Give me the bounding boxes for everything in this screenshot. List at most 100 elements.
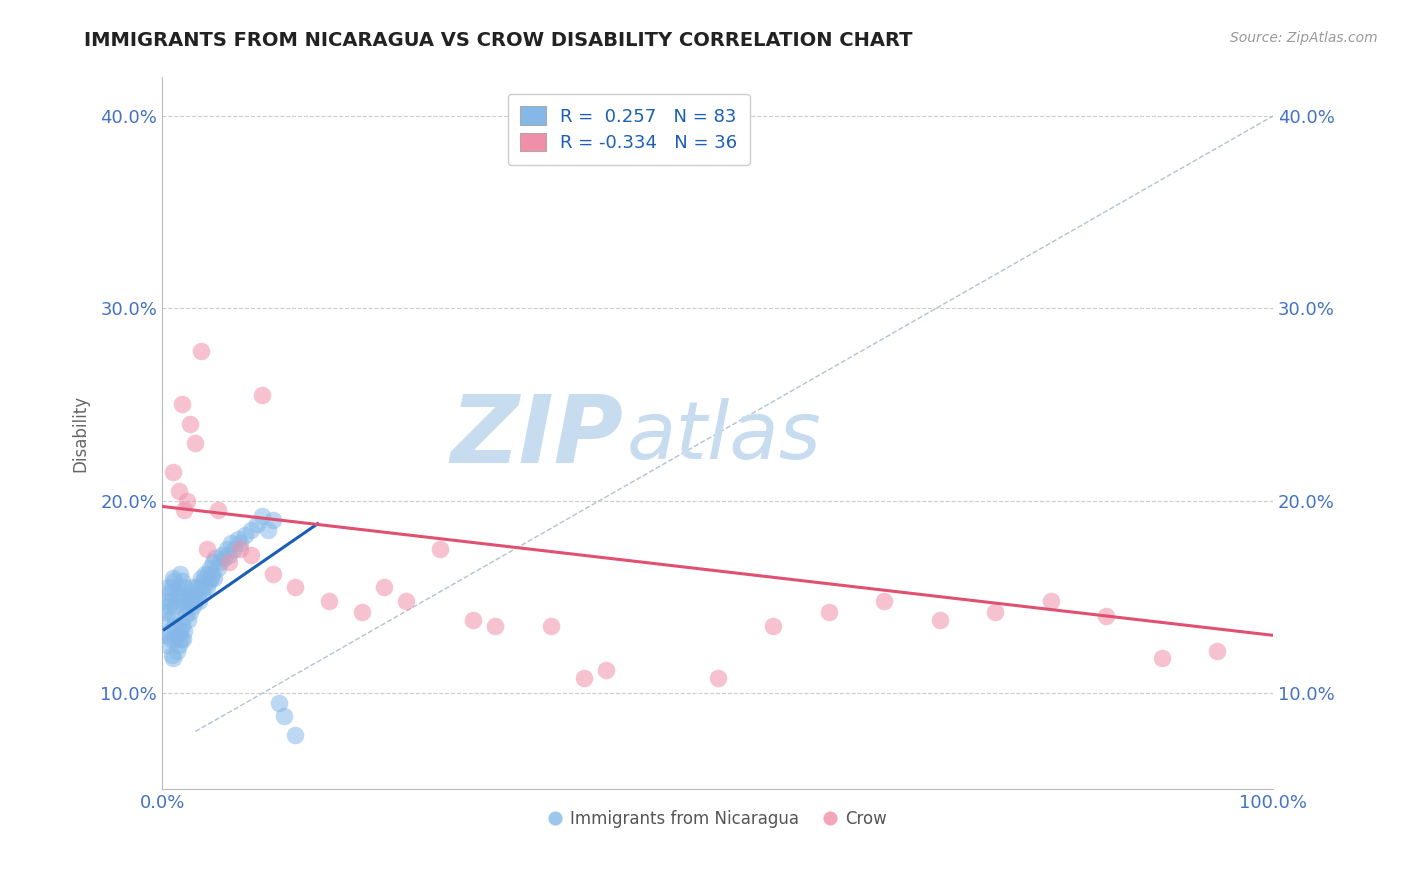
Point bbox=[179, 417, 201, 431]
Point bbox=[160, 580, 183, 594]
Point bbox=[176, 493, 198, 508]
Point bbox=[172, 632, 194, 647]
Point bbox=[165, 599, 187, 614]
Point bbox=[162, 571, 184, 585]
Point bbox=[176, 599, 198, 614]
Point bbox=[159, 586, 181, 600]
Point bbox=[172, 397, 194, 411]
Point bbox=[170, 590, 193, 604]
Point bbox=[195, 580, 218, 594]
Point bbox=[156, 580, 179, 594]
Point bbox=[463, 613, 485, 627]
Point bbox=[162, 465, 184, 479]
Point bbox=[167, 638, 190, 652]
Point bbox=[1206, 643, 1229, 657]
Point bbox=[373, 580, 395, 594]
Point bbox=[262, 566, 284, 581]
Point bbox=[208, 555, 231, 569]
Point bbox=[318, 593, 340, 607]
Point bbox=[595, 663, 617, 677]
Point bbox=[200, 571, 222, 585]
Point bbox=[429, 541, 451, 556]
Text: Source: ZipAtlas.com: Source: ZipAtlas.com bbox=[1230, 31, 1378, 45]
Point bbox=[173, 503, 195, 517]
Point bbox=[187, 593, 209, 607]
Point bbox=[250, 509, 273, 524]
Point bbox=[762, 618, 785, 632]
Point bbox=[202, 571, 225, 585]
Point bbox=[153, 605, 176, 619]
Point bbox=[180, 593, 202, 607]
Point bbox=[177, 590, 200, 604]
Point bbox=[484, 618, 506, 632]
Point bbox=[1039, 593, 1062, 607]
Point bbox=[166, 628, 188, 642]
Point bbox=[574, 671, 596, 685]
Point bbox=[155, 638, 177, 652]
Point bbox=[193, 574, 215, 589]
Point bbox=[262, 513, 284, 527]
Point bbox=[184, 436, 207, 450]
Point bbox=[167, 483, 190, 498]
Point bbox=[219, 536, 242, 550]
Point bbox=[156, 613, 179, 627]
Point bbox=[229, 541, 252, 556]
Point bbox=[160, 632, 183, 647]
Point bbox=[395, 593, 418, 607]
Point bbox=[183, 586, 205, 600]
Point bbox=[187, 590, 209, 604]
Point bbox=[224, 541, 246, 556]
Point bbox=[186, 580, 208, 594]
Point bbox=[160, 648, 183, 662]
Point bbox=[202, 555, 225, 569]
Point bbox=[204, 551, 226, 566]
Point bbox=[201, 566, 224, 581]
Point bbox=[163, 618, 186, 632]
Point bbox=[167, 580, 190, 594]
Point bbox=[284, 580, 307, 594]
Point bbox=[817, 605, 839, 619]
Point bbox=[157, 599, 180, 614]
Point bbox=[176, 613, 198, 627]
Point bbox=[195, 541, 218, 556]
Point bbox=[181, 599, 204, 614]
Point bbox=[172, 593, 194, 607]
Point bbox=[162, 609, 184, 624]
Y-axis label: Disability: Disability bbox=[72, 395, 89, 472]
Point bbox=[172, 574, 194, 589]
Point bbox=[352, 605, 374, 619]
Point bbox=[1095, 609, 1118, 624]
Point bbox=[166, 593, 188, 607]
Point bbox=[207, 503, 229, 517]
Point bbox=[256, 523, 278, 537]
Point bbox=[984, 605, 1007, 619]
Point bbox=[207, 561, 229, 575]
Point bbox=[190, 343, 212, 358]
Point bbox=[191, 586, 214, 600]
Point bbox=[155, 628, 177, 642]
Point bbox=[273, 709, 295, 723]
Point bbox=[188, 580, 211, 594]
Point bbox=[245, 516, 267, 531]
Point bbox=[169, 566, 191, 581]
Point bbox=[184, 593, 207, 607]
Point bbox=[706, 671, 728, 685]
Point bbox=[160, 593, 183, 607]
Point bbox=[218, 555, 240, 569]
Point bbox=[250, 388, 273, 402]
Point bbox=[166, 586, 188, 600]
Legend: Immigrants from Nicaragua, Crow: Immigrants from Nicaragua, Crow bbox=[541, 803, 894, 834]
Point bbox=[218, 548, 240, 562]
Point bbox=[239, 548, 262, 562]
Point bbox=[169, 624, 191, 639]
Point bbox=[179, 605, 201, 619]
Point bbox=[174, 609, 197, 624]
Point bbox=[163, 574, 186, 589]
Text: atlas: atlas bbox=[627, 398, 821, 476]
Point bbox=[267, 696, 290, 710]
Point bbox=[197, 574, 219, 589]
Point bbox=[173, 624, 195, 639]
Point bbox=[214, 551, 236, 566]
Point bbox=[540, 618, 562, 632]
Point bbox=[928, 613, 950, 627]
